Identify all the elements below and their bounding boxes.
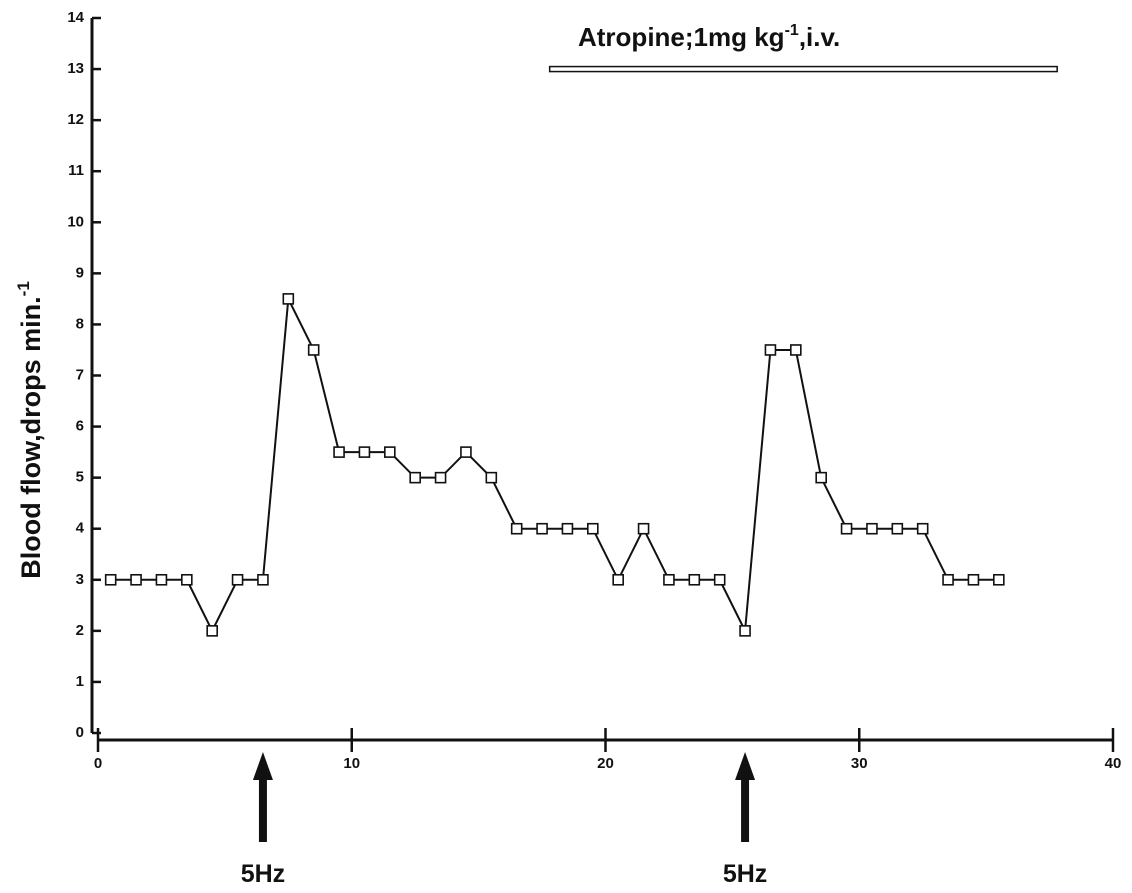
data-point (282, 293, 295, 305)
x-tick-label: 10 (343, 755, 360, 772)
data-point (891, 522, 904, 535)
y-tick-label: 5 (76, 469, 84, 486)
data-point (206, 625, 218, 637)
annotation-sup: -1 (785, 22, 799, 39)
y-tick-label: 7 (76, 366, 84, 383)
y-tick-label: 12 (67, 111, 84, 128)
y-label-text: Blood flow,drops min. (16, 296, 46, 578)
data-point (536, 522, 548, 535)
arrow-label: 5Hz (241, 860, 285, 888)
data-point (688, 573, 701, 586)
arrow (252, 752, 273, 842)
data-point (612, 573, 624, 586)
y-tick-label: 14 (67, 9, 84, 26)
y-tick-label: 13 (67, 60, 84, 77)
data-point (713, 573, 726, 586)
data-point (561, 522, 574, 535)
x-tick-label: 0 (94, 755, 102, 772)
data-point (130, 573, 142, 586)
data-point (231, 573, 244, 586)
y-axis-label: Blood flow,drops min.-1 (14, 281, 46, 579)
data-point (104, 573, 117, 586)
annotation-text: Atropine;1mg kg (578, 22, 785, 52)
data-point (942, 573, 954, 586)
y-tick-label: 4 (76, 520, 85, 537)
data-point (409, 471, 421, 484)
y-tick-label: 8 (76, 315, 84, 332)
data-point (916, 522, 929, 535)
data-point (840, 522, 853, 535)
data-point (181, 573, 193, 586)
annotation-tail: ,i.v. (799, 22, 840, 52)
arrow (735, 752, 756, 842)
data-point (866, 522, 878, 535)
y-tick-label: 6 (76, 418, 84, 435)
data-point (485, 471, 498, 484)
y-tick-label: 11 (68, 162, 84, 179)
x-tick-label: 40 (1105, 755, 1122, 772)
y-tick-label: 2 (76, 622, 84, 639)
data-point (637, 522, 650, 535)
data-point (257, 573, 269, 586)
data-point (307, 344, 320, 356)
y-tick-label: 1 (76, 673, 84, 690)
data-point (663, 573, 675, 586)
data-point (790, 344, 802, 356)
data-point (358, 446, 371, 458)
y-tick-label: 9 (76, 264, 84, 281)
data-point (434, 471, 447, 484)
data-point (764, 344, 777, 356)
data-point (333, 446, 345, 458)
data-point (384, 446, 396, 458)
treatment-bar (548, 65, 1058, 73)
x-tick-label: 20 (597, 755, 614, 772)
y-tick-label: 10 (67, 213, 84, 230)
y-tick-label: 0 (76, 724, 84, 741)
x-tick-label: 30 (851, 755, 868, 772)
data-line (110, 295, 999, 635)
data-point (993, 573, 1005, 586)
y-tick-label: 3 (76, 571, 84, 588)
data-point (739, 625, 751, 637)
data-point (587, 522, 599, 535)
data-point (460, 446, 472, 458)
data-point (815, 471, 827, 484)
data-point (967, 573, 980, 586)
annotation: Atropine;1mg kg-1,i.v. (578, 22, 840, 52)
arrow-label: 5Hz (723, 860, 767, 888)
data-point (510, 522, 523, 535)
y-label-sup: -1 (14, 281, 33, 296)
data-point (155, 573, 168, 586)
